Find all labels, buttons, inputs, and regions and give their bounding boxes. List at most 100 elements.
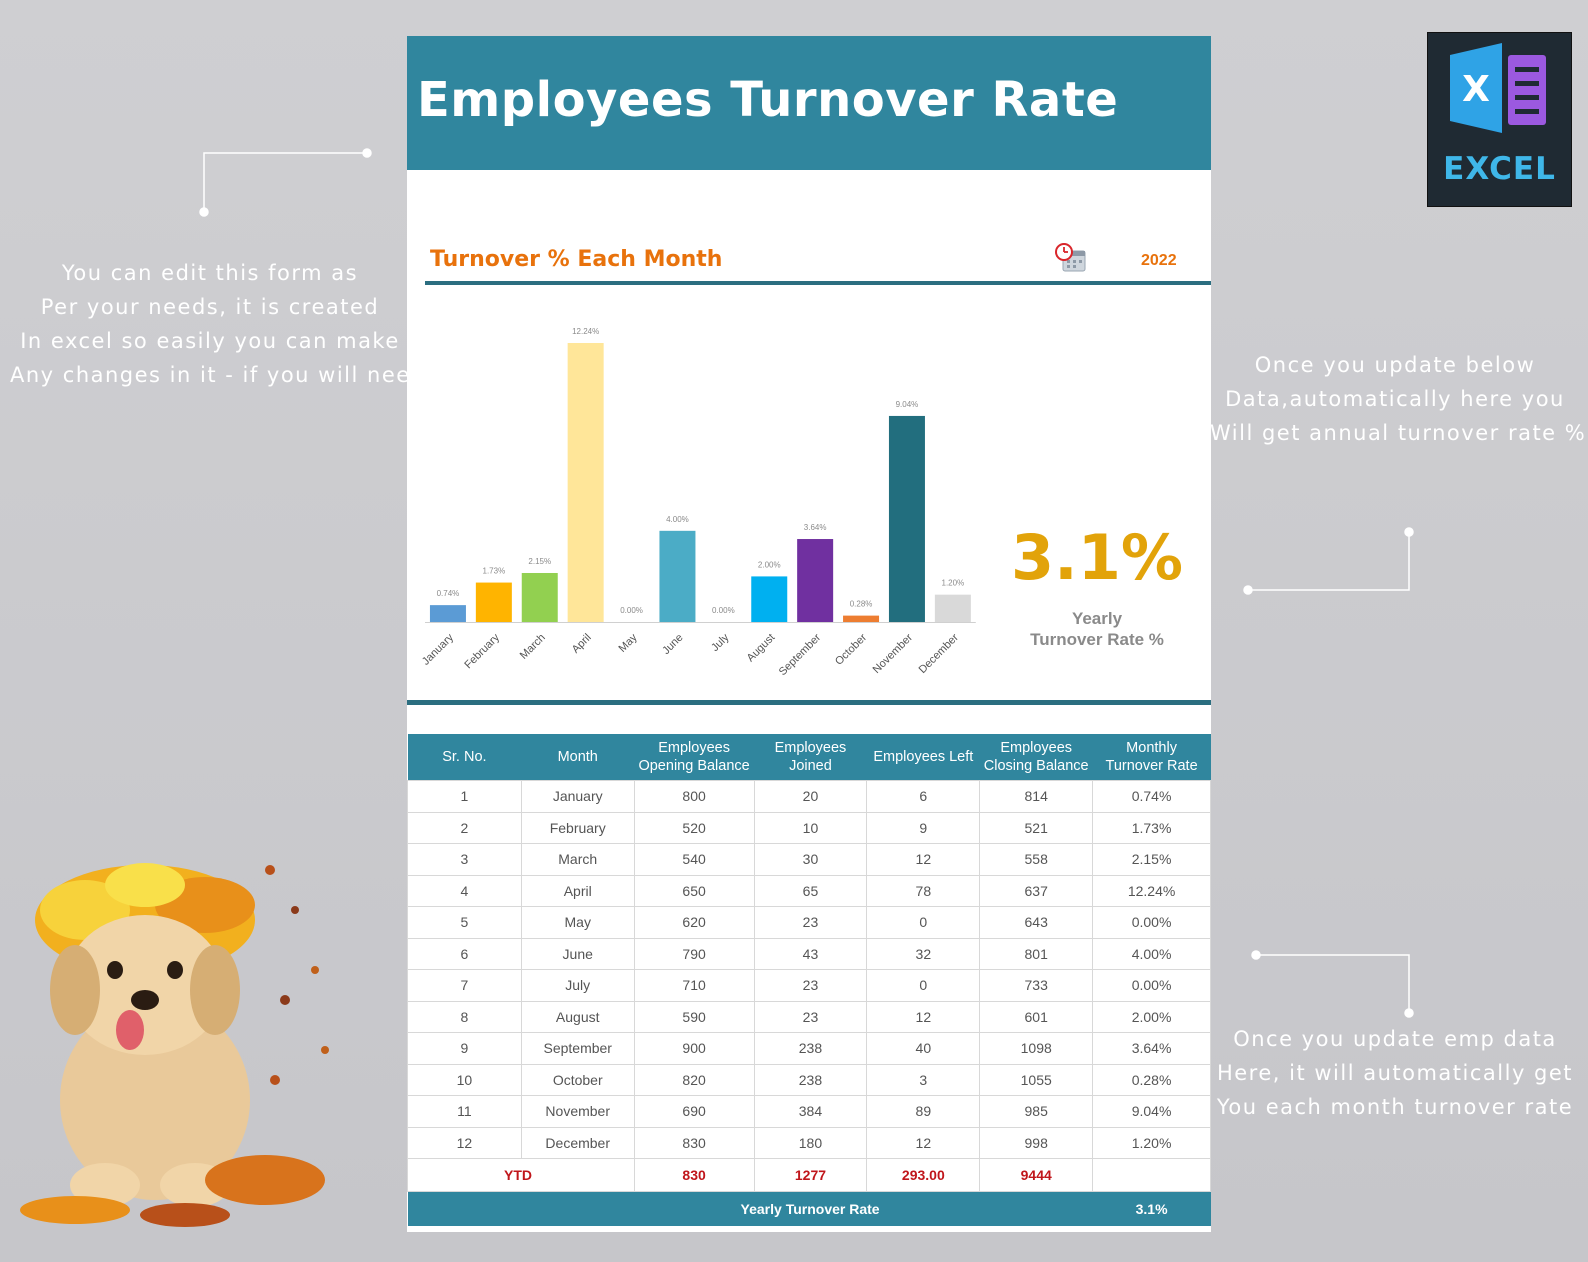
cell-rate: 0.74%: [1092, 780, 1211, 813]
yearly-rate-label-line: Yearly: [1071, 609, 1123, 628]
fallen-leaves: [20, 865, 329, 1227]
cell-closing: 558: [979, 843, 1094, 876]
cell-sr-no: 6: [407, 937, 522, 970]
logo-text: EXCEL: [1443, 151, 1556, 187]
cell-left: 12: [866, 1126, 981, 1159]
cell-month: May: [520, 906, 635, 939]
cell-opening: 650: [633, 874, 755, 907]
right-bottom-note-line: You each month turnover rate: [1216, 1095, 1574, 1119]
right-bottom-note: Once you update emp data Here, it will a…: [1210, 1022, 1580, 1124]
cell-sr-no: 1: [407, 780, 522, 813]
cell-left: 12: [866, 843, 981, 876]
footer-label: Yearly Turnover Rate: [407, 1191, 1093, 1226]
col-header-text: Opening Balance: [638, 758, 750, 774]
puppy-body: [50, 915, 250, 1207]
page-title: Employees Turnover Rate: [417, 72, 1119, 128]
report-sheet: Employees Turnover Rate Turnover % Each …: [407, 36, 1211, 1232]
x-tick-label: December: [917, 631, 962, 676]
col-header-text: Employees: [774, 740, 847, 756]
x-tick-label: January: [420, 631, 457, 668]
cell-joined: 43: [753, 937, 868, 970]
cell-rate: 0.00%: [1092, 969, 1211, 1002]
left-note: You can edit this form as Per your needs…: [10, 256, 424, 392]
cell-left: 89: [866, 1095, 981, 1128]
cell-closing: 998: [979, 1126, 1094, 1159]
cell-joined: 23: [753, 1000, 868, 1033]
cell-left: 0: [866, 906, 981, 939]
yearly-rate-footer-row: Yearly Turnover Rate 3.1%: [407, 1191, 1211, 1226]
cell-joined: 65: [753, 874, 868, 907]
cell-joined: 20: [753, 780, 868, 813]
right-top-note-line: Once you update below: [1254, 353, 1536, 377]
cell-opening: 620: [633, 906, 755, 939]
ytd-label: YTD: [407, 1158, 635, 1192]
data-label: 1.20%: [942, 579, 965, 588]
cell-sr-no: 12: [407, 1126, 522, 1159]
data-label: 0.74%: [437, 589, 460, 598]
bar-january: [429, 605, 466, 622]
cell-rate: 1.73%: [1092, 811, 1211, 844]
col-header-rate: Monthly Turnover Rate: [1092, 734, 1211, 781]
x-tick-label: September: [777, 631, 824, 678]
x-tick-label: November: [871, 631, 916, 676]
chart-title: Turnover % Each Month: [430, 247, 723, 272]
cell-rate: 0.00%: [1092, 906, 1211, 939]
cell-opening: 520: [633, 811, 755, 844]
cell-joined: 384: [753, 1095, 868, 1128]
col-header-text: Month: [557, 749, 598, 765]
yearly-rate-value: 3.1%: [1011, 521, 1183, 594]
table-row: 12 December 830 180 12 998 1.20%: [407, 1126, 1211, 1159]
col-header-opening: Employees Opening Balance: [634, 734, 755, 781]
ytd-row: YTD 830 1277 293.00 9444: [407, 1158, 1211, 1192]
table-row: 8 August 590 23 12 601 2.00%: [407, 1000, 1211, 1033]
cell-joined: 10: [753, 811, 868, 844]
x-tick-label: August: [745, 632, 778, 665]
cell-closing: 733: [979, 969, 1094, 1002]
cell-sr-no: 7: [407, 969, 522, 1002]
ytd-opening: 830: [633, 1158, 755, 1192]
col-header-text: Sr. No.: [442, 749, 487, 765]
chart-year: 2022: [1141, 252, 1177, 269]
x-tick-label: July: [709, 631, 732, 654]
cell-closing: 643: [979, 906, 1094, 939]
table-row: 9 September 900 238 40 1098 3.64%: [407, 1032, 1211, 1065]
cell-closing: 1098: [979, 1032, 1094, 1065]
footer-value: 3.1%: [1092, 1191, 1211, 1226]
left-connector: [199, 148, 372, 217]
cell-closing: 814: [979, 780, 1094, 813]
ytd-closing: 9444: [979, 1158, 1094, 1192]
cell-left: 12: [866, 1000, 981, 1033]
col-header-sr-no: Sr. No.: [407, 734, 522, 781]
cell-rate: 0.28%: [1092, 1063, 1211, 1096]
cell-closing: 521: [979, 811, 1094, 844]
cell-rate: 12.24%: [1092, 874, 1211, 907]
table-body: 1 January 800 20 6 814 0.74% 2 February 520 10 9 521…: [407, 780, 1211, 1159]
x-tick-label: March: [518, 632, 548, 662]
cell-closing: 801: [979, 937, 1094, 970]
right-bottom-note-line: Here, it will automatically get: [1216, 1061, 1574, 1085]
col-header-text: Employees: [658, 740, 730, 756]
cell-opening: 790: [633, 937, 755, 970]
table-row: 7 July 710 23 0 733 0.00%: [407, 969, 1211, 1002]
data-label: 4.00%: [666, 515, 689, 524]
bar-november: [888, 415, 925, 622]
table-header-row: Sr. No. Month Employees Opening Balance E…: [407, 734, 1211, 781]
cell-rate: 1.20%: [1092, 1126, 1211, 1159]
turnover-bar-chart: 0.74% January 1.73% February 2.15% March 12.24…: [420, 327, 976, 678]
cell-opening: 590: [633, 1000, 755, 1033]
col-header-text: Employees Left: [873, 749, 974, 765]
cell-closing: 1055: [979, 1063, 1094, 1096]
turnover-table: Sr. No. Month Employees Opening Balance E…: [407, 734, 1211, 1226]
yearly-rate-label: Yearly Turnover Rate %: [997, 608, 1197, 650]
excel-logo: X EXCEL: [1427, 32, 1572, 207]
cell-closing: 601: [979, 1000, 1094, 1033]
excel-logo-icon: X: [1450, 43, 1546, 133]
bar-june: [659, 530, 696, 622]
cell-sr-no: 10: [407, 1063, 522, 1096]
bar-september: [797, 539, 834, 622]
cell-joined: 30: [753, 843, 868, 876]
bar-december: [934, 594, 971, 622]
cell-month: July: [520, 969, 635, 1002]
right-top-note: Once you update below Data,automatically…: [1210, 348, 1585, 450]
section-divider: [407, 700, 1211, 705]
